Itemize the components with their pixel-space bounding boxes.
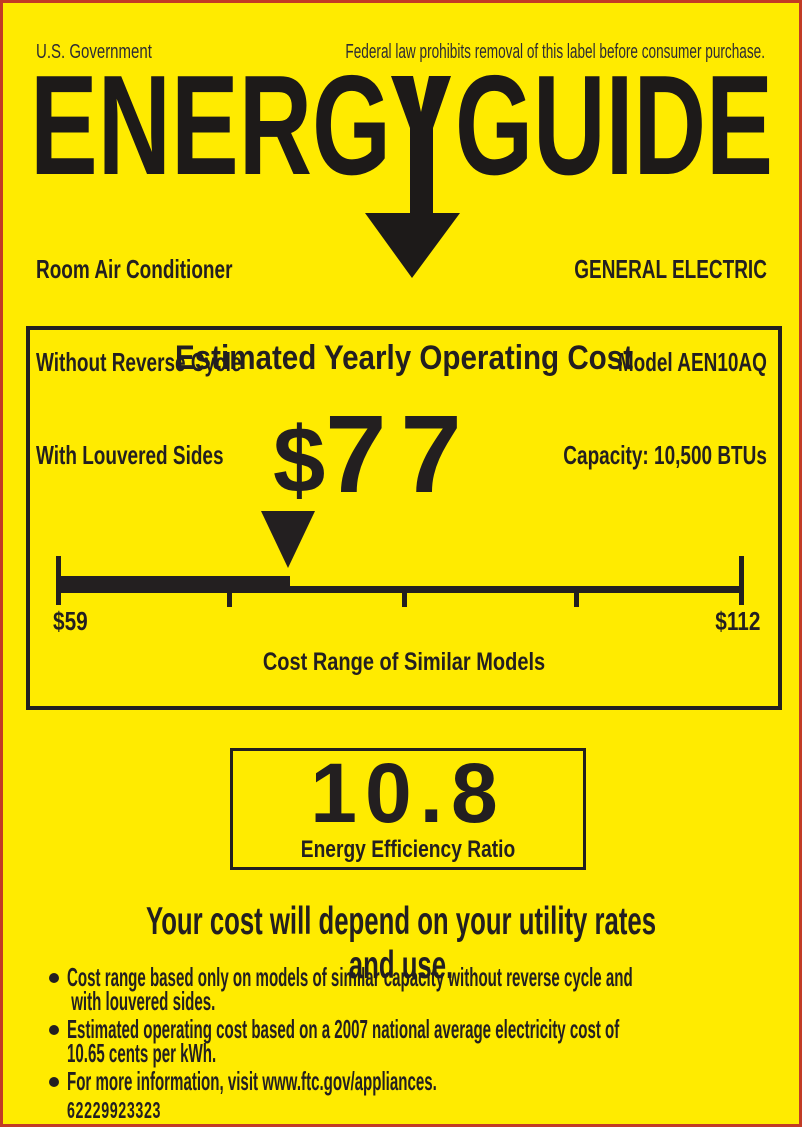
- brand-line: GENERAL ELECTRIC: [574, 254, 767, 284]
- logo-text-guide: GUIDE: [455, 74, 773, 205]
- disclosure-bullets: Cost range based only on models of simil…: [49, 962, 789, 1124]
- cost-box-title: Estimated Yearly Operating Cost: [174, 339, 634, 377]
- federal-notice: Federal law prohibits removal of this la…: [345, 41, 765, 63]
- eer-label: Energy Efficiency Ratio: [300, 836, 516, 863]
- estimated-cost-value: $77: [273, 400, 476, 510]
- brand-line: Capacity: 10,500 BTUs: [563, 440, 767, 470]
- brand-line: Model AEN10AQ: [617, 347, 767, 377]
- manufacturer-info: GENERAL ELECTRIC Model AEN10AQ Capacity:…: [563, 192, 767, 533]
- bullet-item: Cost range based only on models of simil…: [49, 962, 789, 1016]
- scale-caption: Cost Range of Similar Models: [262, 648, 546, 676]
- bullet-item: For more information, visit www.ftc.gov/…: [49, 1066, 789, 1096]
- product-line: With Louvered Sides: [36, 440, 224, 470]
- bullet-dot-icon: [49, 1025, 59, 1035]
- scale-mid-tick: [574, 590, 579, 607]
- utility-rates-heading: Your cost will depend on your utility ra…: [145, 900, 657, 987]
- product-description: Room Air Conditioner Without Reverse Cyc…: [36, 192, 242, 533]
- bullet-dot-icon: [49, 1077, 59, 1087]
- energyguide-down-arrow-icon: [365, 76, 460, 278]
- energyguide-logo: ENERG GUIDE: [30, 74, 773, 278]
- cost-pointer-triangle-icon: [261, 511, 315, 568]
- logo-text-energ: ENERG: [30, 74, 391, 205]
- bullet-text: Estimated operating cost based on a 2007…: [67, 1014, 620, 1068]
- currency-symbol: $: [273, 407, 326, 512]
- scale-mid-tick: [227, 590, 232, 607]
- us-government-text: U.S. Government: [36, 41, 152, 63]
- product-line: Room Air Conditioner: [36, 254, 233, 284]
- scale-filled-range-bar: [56, 576, 290, 593]
- cost-amount: 77: [325, 393, 476, 516]
- eer-value: 10.8: [310, 746, 506, 840]
- scale-mid-tick: [402, 590, 407, 607]
- bullet-text: Cost range based only on models of simil…: [67, 962, 633, 1016]
- scale-axis-line: [56, 586, 744, 593]
- bullet-text: For more information, visit www.ftc.gov/…: [67, 1066, 437, 1096]
- scale-max-label: $112: [714, 606, 760, 636]
- bullet-item: Estimated operating cost based on a 2007…: [49, 1014, 789, 1068]
- cost-range-scale: [56, 556, 744, 620]
- label-code-number: 62229923323: [67, 1097, 162, 1123]
- operating-cost-box: Estimated Yearly Operating Cost $77 $59 …: [26, 326, 782, 710]
- bullet-dot-icon: [49, 973, 59, 983]
- energy-efficiency-ratio-box: 10.8 Energy Efficiency Ratio: [230, 748, 586, 870]
- product-line: Without Reverse Cycle: [36, 347, 242, 377]
- scale-right-tick: [739, 556, 744, 605]
- scale-min-label: $59: [53, 606, 88, 636]
